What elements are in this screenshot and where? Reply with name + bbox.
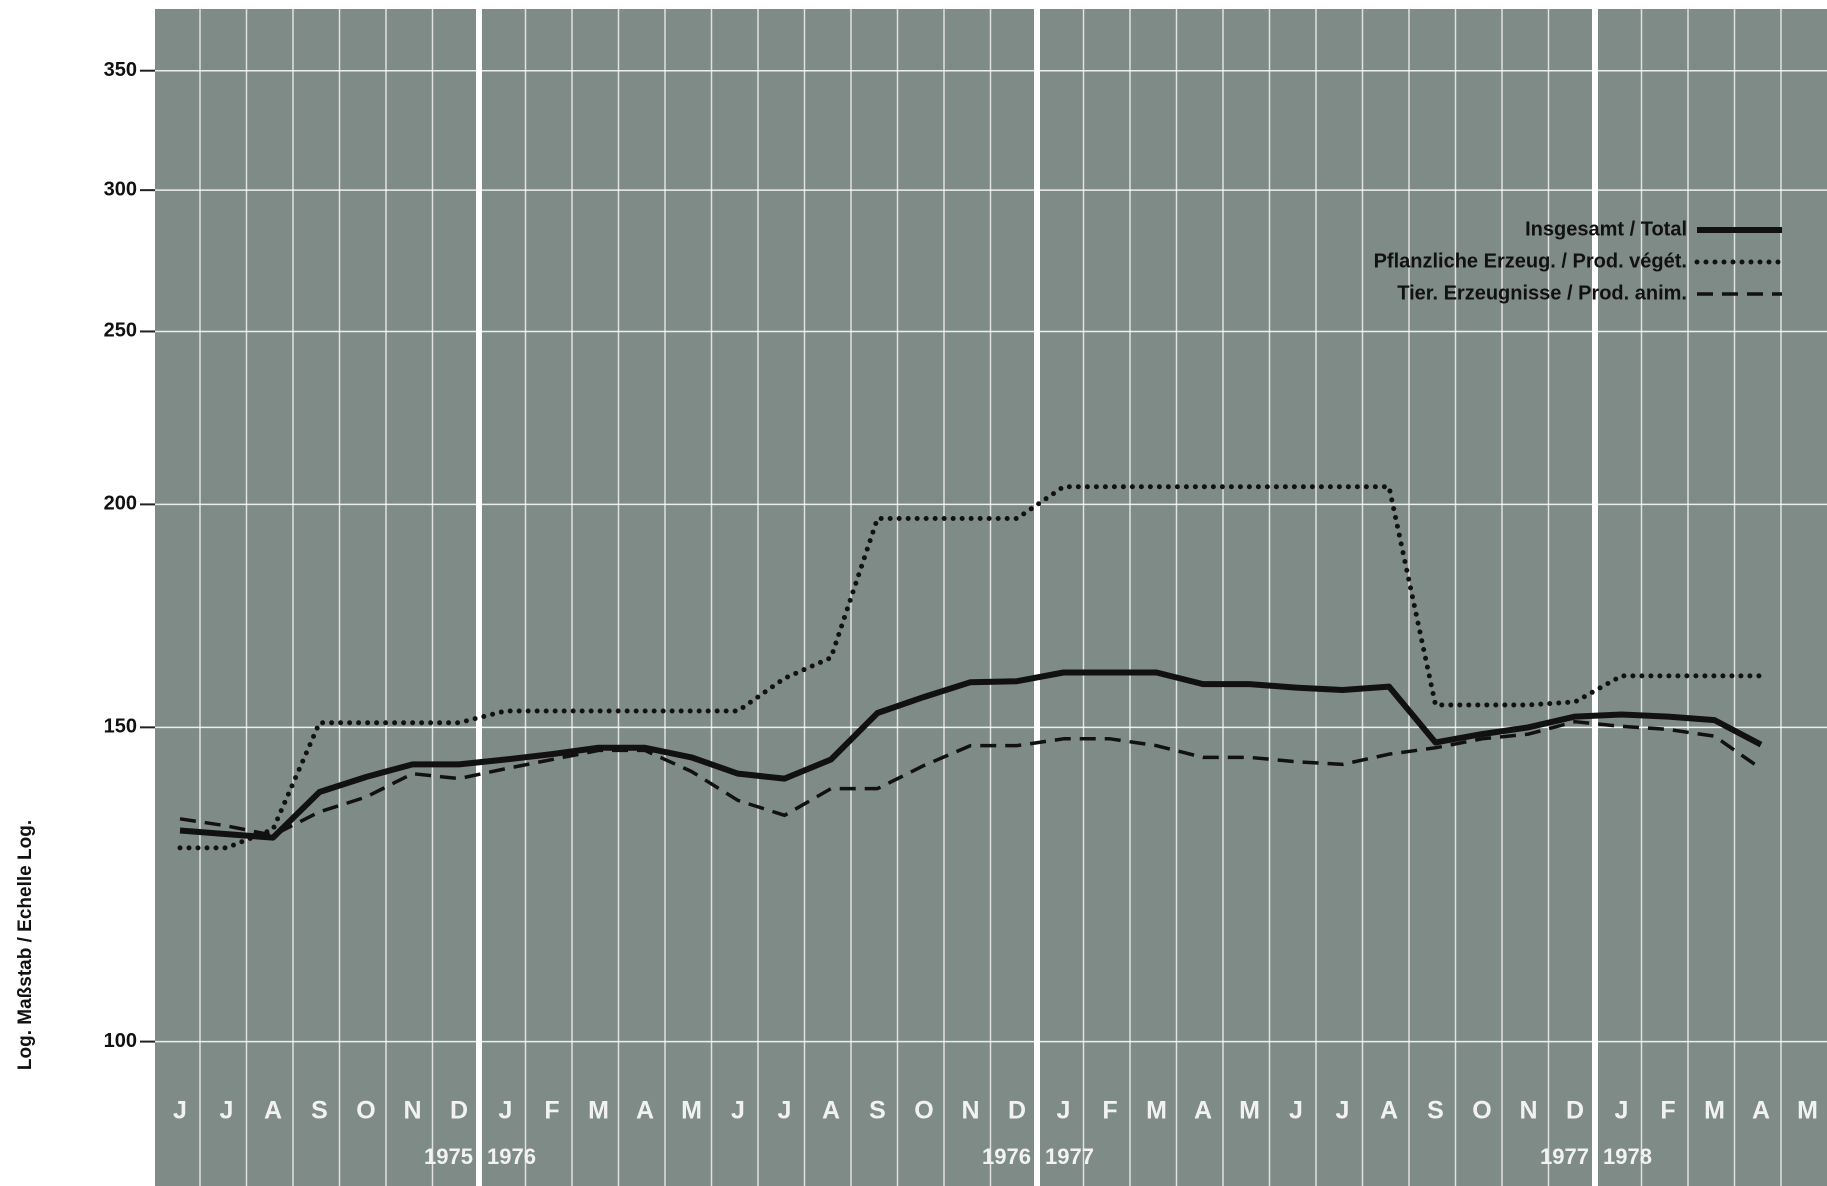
y-tick-label: 250 [104, 320, 137, 342]
x-tick-label: J [1289, 1097, 1303, 1125]
y-tick-label: 150 [104, 716, 137, 738]
x-tick-label: M [1239, 1097, 1260, 1125]
y-axis-label: Log. Maßstab / Echelle Log. [15, 820, 36, 1070]
x-tick-label: M [681, 1097, 702, 1125]
x-tick-label: D [1566, 1097, 1584, 1125]
x-tick-label: A [1752, 1097, 1770, 1125]
series-line [177, 484, 1764, 851]
x-tick-label: J [778, 1097, 792, 1125]
legend-label: Insgesamt / Total [1525, 218, 1687, 240]
x-tick-label: J [499, 1097, 513, 1125]
x-tick-label: N [1519, 1097, 1537, 1125]
year-label: 1977 [1540, 1144, 1589, 1169]
x-tick-label: M [1704, 1097, 1725, 1125]
legend-label: Tier. Erzeugnisse / Prod. anim. [1397, 282, 1687, 304]
x-tick-label: S [869, 1097, 886, 1125]
x-tick-label: O [1472, 1097, 1491, 1125]
year-label: 1977 [1045, 1144, 1094, 1169]
x-tick-label: N [961, 1097, 979, 1125]
x-tick-label: M [1146, 1097, 1167, 1125]
x-tick-label: A [1194, 1097, 1212, 1125]
year-label: 1976 [487, 1144, 536, 1169]
x-tick-label: J [1336, 1097, 1350, 1125]
y-tick-label: 200 [104, 493, 137, 515]
x-tick-label: A [822, 1097, 840, 1125]
y-tick-label: 100 [104, 1030, 137, 1052]
x-tick-label: O [356, 1097, 375, 1125]
x-tick-label: J [731, 1097, 745, 1125]
x-tick-label: J [220, 1097, 234, 1125]
x-tick-label: N [403, 1097, 421, 1125]
x-tick-label: J [1057, 1097, 1071, 1125]
x-tick-label: D [1008, 1097, 1026, 1125]
year-label: 1976 [982, 1144, 1031, 1169]
y-tick-label: 350 [104, 59, 137, 81]
x-tick-label: F [1102, 1097, 1117, 1125]
year-label: 1978 [1603, 1144, 1652, 1169]
x-tick-label: J [173, 1097, 187, 1125]
x-tick-label: F [544, 1097, 559, 1125]
x-tick-label: M [1797, 1097, 1818, 1125]
x-tick-label: A [264, 1097, 282, 1125]
year-label: 1975 [424, 1144, 473, 1169]
x-tick-label: A [636, 1097, 654, 1125]
x-tick-label: M [588, 1097, 609, 1125]
series-line [179, 669, 1763, 841]
x-tick-label: S [1427, 1097, 1444, 1125]
x-tick-label: D [450, 1097, 468, 1125]
series-line [179, 719, 1763, 838]
x-tick-label: F [1660, 1097, 1675, 1125]
x-tick-label: J [1615, 1097, 1629, 1125]
x-tick-label: S [311, 1097, 328, 1125]
x-tick-label: O [914, 1097, 933, 1125]
legend-label: Pflanzliche Erzeug. / Prod. végét. [1374, 250, 1687, 272]
y-tick-label: 300 [104, 178, 137, 200]
x-tick-label: A [1380, 1097, 1398, 1125]
